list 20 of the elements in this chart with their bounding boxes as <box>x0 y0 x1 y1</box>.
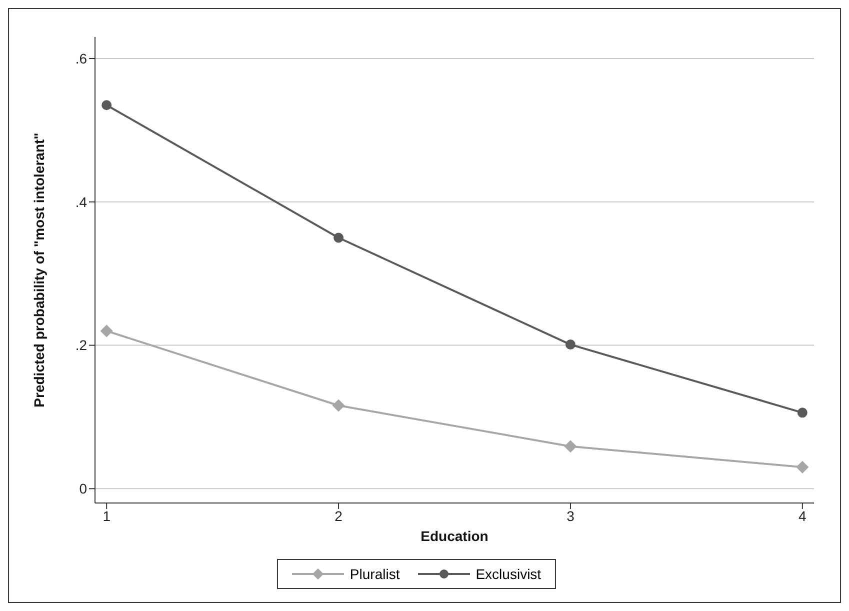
legend-label: Pluralist <box>350 566 400 582</box>
legend-label: Exclusivist <box>476 566 542 582</box>
point <box>565 340 576 350</box>
y-tick-label: .2 <box>75 337 88 354</box>
y-tick-label: .6 <box>75 50 88 66</box>
point <box>334 232 344 243</box>
x-axis-title: Education <box>420 528 488 544</box>
point <box>796 460 809 474</box>
x-tick-label: 3 <box>566 508 575 524</box>
x-tick-label: 1 <box>102 508 111 524</box>
x-tick-label: 2 <box>334 508 343 524</box>
y-axis-title: Predicted probability of "most intolerant" <box>30 132 47 408</box>
point <box>564 440 577 453</box>
point <box>102 100 112 110</box>
x-tick-label: 4 <box>798 508 807 524</box>
y-tick-label: 0 <box>79 480 88 497</box>
point <box>797 408 808 418</box>
point <box>332 399 345 412</box>
point <box>100 324 113 338</box>
y-tick-label: .4 <box>75 194 88 210</box>
